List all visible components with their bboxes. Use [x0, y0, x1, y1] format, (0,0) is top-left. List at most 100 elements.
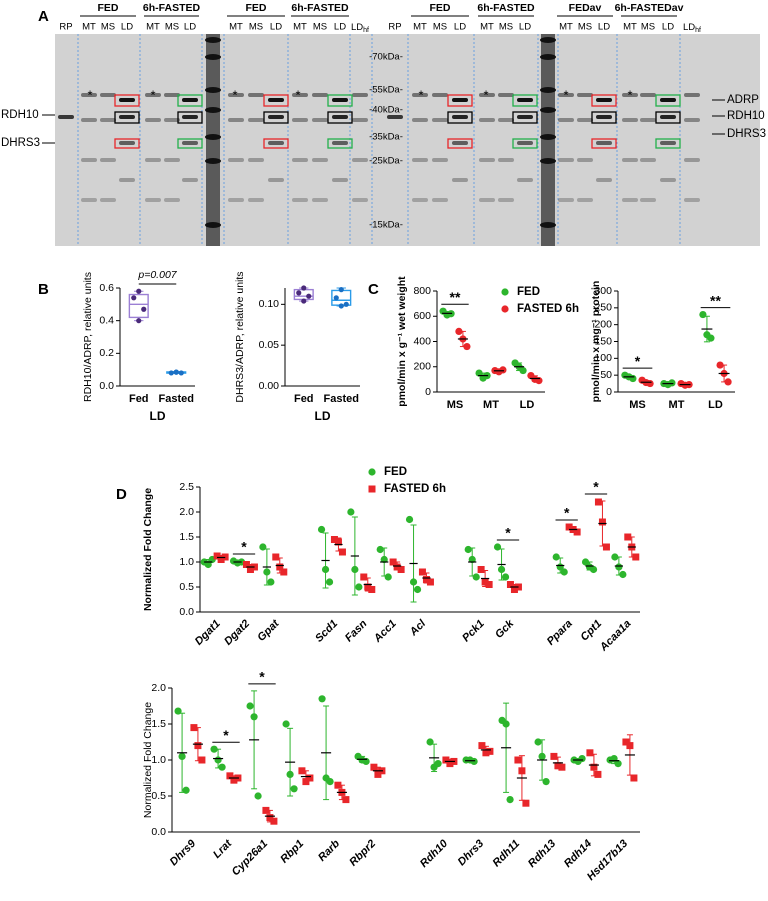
legend-label: FED [517, 286, 540, 298]
data-point [485, 581, 493, 588]
blot-band [622, 158, 638, 162]
data-point [276, 563, 284, 571]
data-point [325, 578, 334, 586]
y-tick-label: 1.0 [151, 754, 166, 766]
data-point [326, 778, 334, 786]
data-point [477, 566, 485, 573]
data-point [286, 770, 294, 779]
lane-label: LDhf [351, 22, 369, 34]
ladder-band [540, 87, 556, 93]
ladder-band [540, 54, 556, 60]
y-axis-title: Normalized Fold Change [142, 488, 154, 611]
ladder-band [205, 222, 221, 228]
band-box [263, 111, 289, 124]
protein-label: DHRS3 [727, 128, 766, 140]
data-point [217, 556, 225, 563]
blot-band [352, 158, 368, 162]
band-box [591, 138, 617, 149]
blot-band [432, 158, 448, 162]
blot-band [596, 98, 612, 102]
data-point [522, 799, 530, 807]
x-tick-label: Gpat [255, 617, 282, 644]
data-point [668, 379, 676, 387]
data-point [182, 786, 190, 794]
blot-band [145, 198, 161, 202]
y-tick-label: 2.0 [179, 506, 194, 518]
x-tick-label: Fasn [343, 618, 370, 645]
protein-label: RDH10 [727, 110, 765, 122]
blot-band [248, 93, 264, 97]
x-tick-label: Fasted [159, 393, 194, 405]
data-point [380, 555, 388, 564]
blot-band [292, 198, 308, 202]
x-tick-label: Rbp1 [278, 838, 306, 866]
blot-band [660, 115, 676, 119]
x-tick-label: Dgat2 [222, 618, 252, 648]
blot-band [100, 93, 116, 97]
group-label: FED [98, 2, 119, 14]
data-point [624, 533, 632, 541]
blot-band [387, 115, 403, 119]
blot-band [432, 198, 448, 202]
data-point [342, 796, 350, 804]
lane-label: LD [334, 22, 346, 33]
data-point [632, 553, 640, 561]
data-point [334, 538, 342, 546]
data-point [501, 305, 509, 313]
data-point [409, 578, 418, 586]
blot-band [517, 115, 533, 119]
blot-band [182, 115, 198, 119]
ladder-band [540, 158, 556, 164]
x-tick-label: Pck1 [460, 618, 487, 645]
blot-band [248, 118, 264, 122]
ladder-band [540, 134, 556, 140]
data-point [482, 749, 490, 757]
lane-label: LD [184, 22, 196, 33]
x-tick-label: Acaa1a [597, 618, 633, 654]
blot-star: * [295, 87, 300, 102]
lane-label: MT [82, 22, 96, 33]
blot-band [452, 141, 468, 145]
ladder-band [540, 37, 556, 43]
data-point [306, 293, 312, 299]
p-value: p=0.007 [137, 269, 177, 281]
blot-star: * [483, 87, 488, 102]
x-axis-title: LD [315, 409, 331, 423]
legend-label: FASTED 6h [384, 483, 446, 495]
data-point [355, 583, 363, 591]
lane-label: MS [249, 22, 263, 33]
band-box [114, 138, 140, 149]
data-point [405, 515, 414, 524]
band-box [655, 94, 681, 107]
data-point [136, 288, 142, 294]
x-tick-label: Cpt1 [578, 618, 604, 644]
blot-band [119, 178, 135, 182]
data-point [594, 498, 602, 506]
data-point [552, 553, 560, 561]
x-tick-label: LD [520, 399, 535, 411]
band-box [327, 138, 353, 149]
x-tick-label: LD [708, 399, 723, 411]
data-point [514, 756, 522, 764]
y-tick-label: 2.0 [151, 682, 166, 694]
band-box [447, 138, 473, 149]
lane-label: MT [413, 22, 427, 33]
data-point [560, 568, 568, 576]
data-point [360, 573, 368, 581]
y-tick-label: 250 [594, 302, 612, 314]
blot-band [81, 158, 97, 162]
data-point [262, 806, 270, 814]
x-tick-label: Fasted [324, 393, 359, 405]
y-tick-label: 0.6 [99, 282, 114, 294]
blot-band [684, 198, 700, 202]
blot-band [248, 198, 264, 202]
data-point [413, 585, 422, 594]
significance-star: * [564, 505, 570, 521]
data-point [464, 545, 472, 554]
ladder-band [205, 54, 221, 60]
x-tick-label: Rdh14 [562, 838, 594, 870]
significance-star: * [241, 539, 247, 555]
lane-label: MS [101, 22, 115, 33]
data-point [501, 573, 510, 581]
y-tick-label: 300 [594, 285, 612, 297]
